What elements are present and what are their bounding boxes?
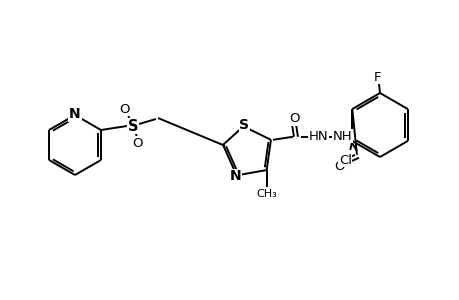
Text: O: O xyxy=(334,160,344,173)
Text: N: N xyxy=(69,107,81,121)
Text: HN: HN xyxy=(308,130,328,143)
Text: S: S xyxy=(128,118,138,134)
Text: O: O xyxy=(289,112,300,125)
Text: CH₃: CH₃ xyxy=(256,189,276,199)
Text: F: F xyxy=(374,70,381,83)
Text: Cl: Cl xyxy=(338,154,351,166)
Text: O: O xyxy=(119,103,130,116)
Text: NH: NH xyxy=(332,130,352,143)
Text: N: N xyxy=(230,169,241,183)
Text: S: S xyxy=(239,118,249,132)
Text: O: O xyxy=(133,136,143,149)
